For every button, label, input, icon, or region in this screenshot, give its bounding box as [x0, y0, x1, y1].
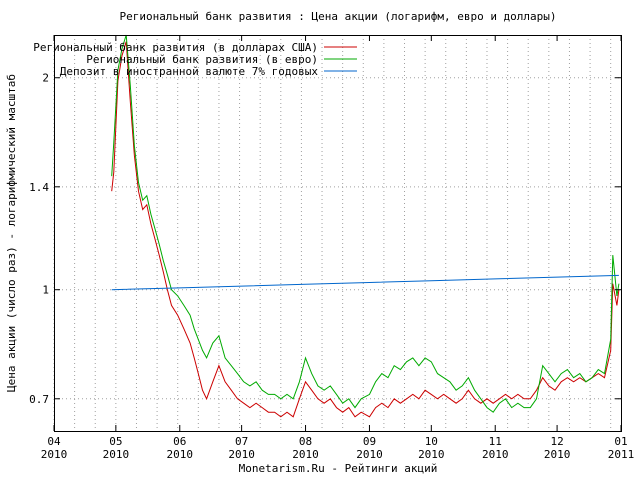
x-tick-month-label: 12: [550, 435, 563, 448]
series-layer: [111, 34, 620, 418]
legend: Региональный банк развития (в долларах С…: [33, 41, 357, 78]
series-line-1: [111, 41, 620, 418]
y-tick-label: 0.7: [29, 393, 49, 406]
x-tick-year-label: 2010: [292, 448, 319, 461]
y-axis-label: Цена акции (число раз) - логарифмический…: [5, 74, 18, 392]
x-tick-year-label: 2010: [103, 448, 130, 461]
x-tick-month-label: 11: [489, 435, 502, 448]
legend-label-2: Региональный банк развития (в евро): [86, 53, 318, 66]
x-tick-month-label: 08: [299, 435, 312, 448]
x-tick-month-label: 07: [235, 435, 248, 448]
legend-label-3: Депозит в иностранной валюте 7% годовых: [60, 65, 319, 78]
x-tick-year-label: 2010: [41, 448, 68, 461]
chart-title: Региональный банк развития : Цена акции …: [119, 10, 556, 23]
x-tick-month-label: 05: [109, 435, 122, 448]
x-ticks: 0420100520100620100720100820100920101020…: [41, 35, 635, 461]
x-tick-month-label: 04: [47, 435, 61, 448]
legend-label-1: Региональный банк развития (в долларах С…: [33, 41, 318, 54]
x-tick-month-label: 01: [614, 435, 627, 448]
x-tick-year-label: 2010: [228, 448, 255, 461]
x-tick-year-label: 2010: [167, 448, 194, 461]
x-tick-year-label: 2010: [356, 448, 383, 461]
x-tick-month-label: 09: [363, 435, 376, 448]
x-axis-label: Monetarism.Ru - Рейтинги акций: [239, 462, 438, 475]
y-tick-label: 1.4: [29, 181, 49, 194]
x-tick-month-label: 06: [173, 435, 186, 448]
plot-border: [54, 35, 622, 432]
y-tick-label: 1: [42, 284, 49, 297]
series-line-2: [111, 34, 620, 413]
y-tick-label: 2: [42, 72, 49, 85]
x-tick-year-label: 2010: [482, 448, 509, 461]
x-tick-year-label: 2010: [544, 448, 571, 461]
x-tick-year-label: 2010: [418, 448, 445, 461]
x-tick-year-label: 2011: [608, 448, 635, 461]
series-line-3: [111, 274, 619, 291]
y-ticks: 0.7 1 1.4 2: [29, 72, 621, 406]
x-tick-month-label: 10: [425, 435, 438, 448]
